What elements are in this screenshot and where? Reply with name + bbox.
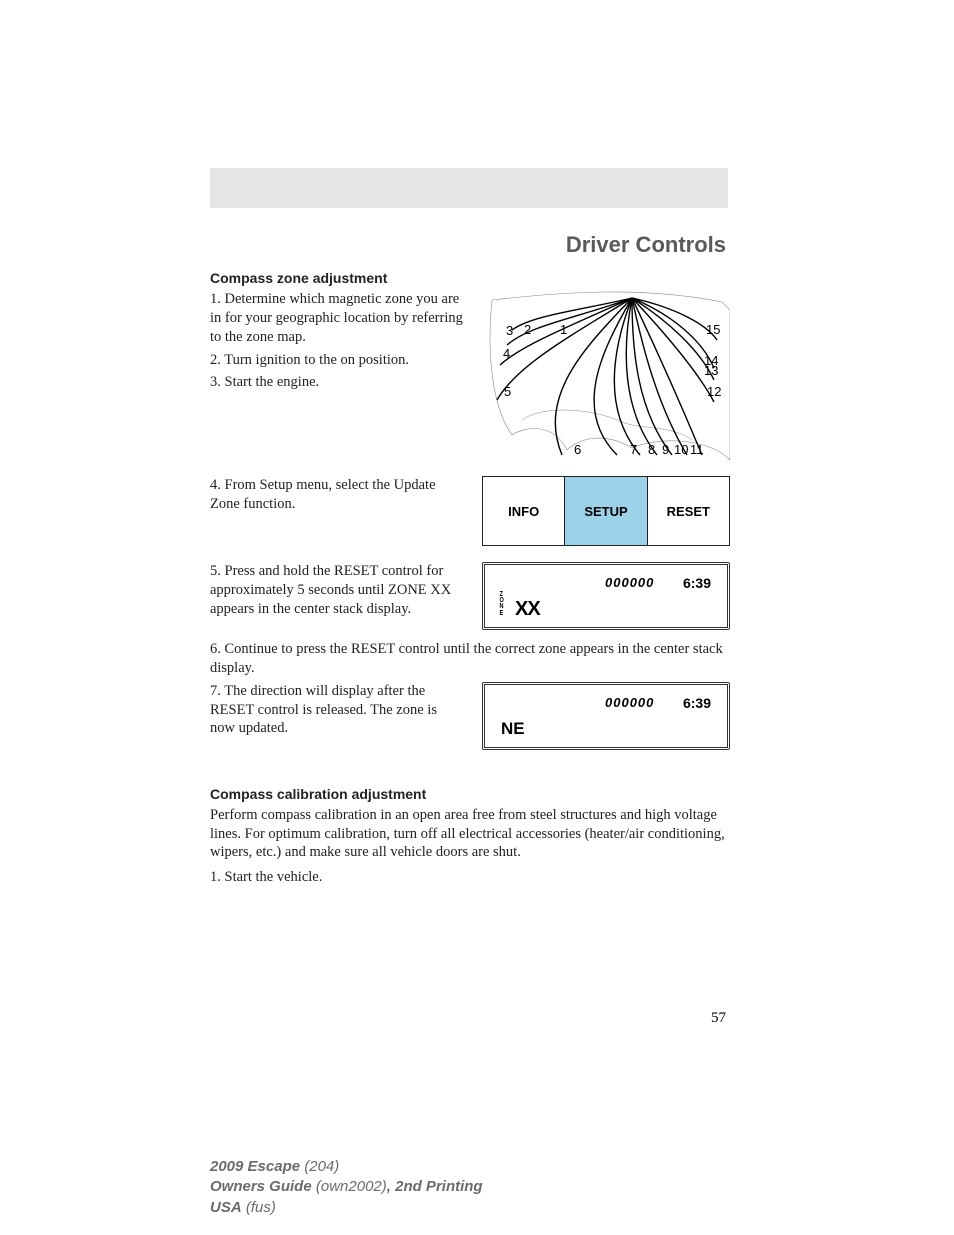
footer-printing: , 2nd Printing <box>387 1178 483 1195</box>
figure-display-zone: 000000 6:39 ZONE XX <box>482 562 730 630</box>
footer-region-code: (fus) <box>246 1199 276 1216</box>
figure-setup-panel: INFO SETUP RESET <box>482 476 730 546</box>
footer-model-code: (204) <box>304 1158 339 1175</box>
zone-label-5: 5 <box>504 384 511 399</box>
display1-clock: 6:39 <box>683 575 711 591</box>
zone-label-15: 15 <box>706 322 720 337</box>
zone-label-3: 3 <box>506 323 513 338</box>
page-content: Compass zone adjustment 1. Determine whi… <box>210 270 730 891</box>
display2-odometer: 000000 <box>605 695 654 710</box>
zone-label-14: 14 <box>704 353 718 368</box>
row-step4: 4. From Setup menu, select the Update Zo… <box>210 476 730 546</box>
col-step1to3: 1. Determine which magnetic zone you are… <box>210 290 464 396</box>
display1-zone-value: XX <box>515 598 540 621</box>
calib-step1: 1. Start the vehicle. <box>210 868 730 887</box>
footer-guide-code: (own2002) <box>316 1178 387 1195</box>
header-gray-bar <box>210 168 728 208</box>
row-step5: 5. Press and hold the RESET control for … <box>210 562 730 630</box>
calib-intro: Perform compass calibration in an open a… <box>210 806 730 863</box>
step-4: 4. From Setup menu, select the Update Zo… <box>210 476 464 514</box>
step-7: 7. The direction will display after the … <box>210 682 464 739</box>
zone-label-2: 2 <box>524 322 531 337</box>
row-step7: 7. The direction will display after the … <box>210 682 730 750</box>
zone-label-7: 7 <box>630 442 637 457</box>
setup-btn-reset[interactable]: RESET <box>648 477 729 545</box>
setup-btn-setup[interactable]: SETUP <box>565 477 647 545</box>
zone-label-9: 9 <box>662 442 669 457</box>
footer-model: 2009 Escape <box>210 1158 300 1175</box>
step-2: 2. Turn ignition to the on position. <box>210 351 464 370</box>
zone-label-8: 8 <box>648 442 655 457</box>
figure-zone-map: 123456789101112131415 <box>482 290 730 466</box>
row-step1to3: 1. Determine which magnetic zone you are… <box>210 290 730 466</box>
display2-clock: 6:39 <box>683 695 711 711</box>
display1-zone-label: ZONE <box>500 592 504 617</box>
figure-display-direction: 000000 6:39 NE <box>482 682 730 750</box>
chapter-title: Driver Controls <box>566 232 726 258</box>
zone-label-12: 12 <box>707 384 721 399</box>
display2-direction: NE <box>501 719 525 739</box>
step-3: 3. Start the engine. <box>210 373 464 392</box>
section-heading-zone: Compass zone adjustment <box>210 270 730 286</box>
footer: 2009 Escape (204) Owners Guide (own2002)… <box>210 1157 483 1218</box>
section-heading-calib: Compass calibration adjustment <box>210 786 730 802</box>
step-5: 5. Press and hold the RESET control for … <box>210 562 464 619</box>
zone-label-10: 10 <box>674 442 688 457</box>
zone-label-4: 4 <box>503 346 510 361</box>
col-step7: 7. The direction will display after the … <box>210 682 464 743</box>
zone-label-11: 11 <box>690 442 704 457</box>
zone-label-6: 6 <box>574 442 581 457</box>
zone-label-1: 1 <box>560 322 567 337</box>
col-step5: 5. Press and hold the RESET control for … <box>210 562 464 623</box>
step-6: 6. Continue to press the RESET control u… <box>210 640 730 678</box>
display1-odometer: 000000 <box>605 575 654 590</box>
step-1: 1. Determine which magnetic zone you are… <box>210 290 464 347</box>
col-step4: 4. From Setup menu, select the Update Zo… <box>210 476 464 518</box>
footer-region: USA <box>210 1199 242 1216</box>
page-number: 57 <box>711 1010 726 1027</box>
setup-btn-info[interactable]: INFO <box>483 477 565 545</box>
footer-guide: Owners Guide <box>210 1178 312 1195</box>
